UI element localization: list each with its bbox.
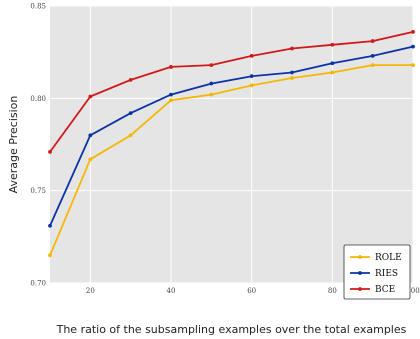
legend-marker bbox=[358, 287, 362, 291]
data-point-role bbox=[88, 157, 93, 162]
data-point-role bbox=[209, 92, 214, 97]
x-tick-label: 40 bbox=[167, 287, 176, 295]
data-point-bce bbox=[88, 94, 93, 99]
y-axis-label: Average Precision bbox=[7, 96, 20, 194]
data-point-role bbox=[411, 63, 415, 67]
y-tick-label: 0.70 bbox=[30, 280, 46, 288]
data-point-ries bbox=[209, 81, 214, 86]
tick-labels: 20 40 60 80 100 0.70 0.75 0.80 0.85 bbox=[30, 3, 419, 296]
data-point-role bbox=[128, 133, 133, 138]
data-point-role bbox=[330, 70, 335, 75]
data-point-ries bbox=[128, 111, 133, 116]
data-point-ries bbox=[330, 61, 335, 66]
data-point-role bbox=[290, 76, 294, 80]
series-lines bbox=[49, 31, 414, 256]
data-point-bce bbox=[411, 29, 415, 34]
x-axis-label: The ratio of the subsampling examples ov… bbox=[56, 323, 407, 336]
y-tick-label: 0.85 bbox=[30, 3, 46, 11]
data-point-bce bbox=[209, 63, 214, 67]
data-point-ries bbox=[411, 44, 415, 49]
legend-label: RIES bbox=[375, 269, 398, 279]
x-tick-label: 60 bbox=[247, 287, 256, 295]
x-tick-label: 80 bbox=[328, 287, 337, 295]
data-point-bce bbox=[290, 46, 294, 51]
data-point-ries bbox=[169, 92, 173, 97]
legend: ROLE RIES BCE bbox=[343, 244, 411, 300]
data-point-bce bbox=[48, 149, 52, 154]
data-point-bce bbox=[330, 42, 335, 47]
legend-marker bbox=[358, 255, 362, 259]
data-point-ries bbox=[249, 74, 254, 79]
data-point-bce bbox=[128, 77, 133, 82]
data-point-bce bbox=[249, 53, 254, 58]
y-tick-label: 0.80 bbox=[30, 95, 46, 103]
data-point-ries bbox=[370, 53, 375, 58]
plot-area bbox=[50, 6, 413, 283]
series-line-bce bbox=[49, 31, 414, 153]
data-point-bce bbox=[370, 39, 375, 43]
x-tick-label: 100 bbox=[406, 287, 419, 295]
legend-label: BCE bbox=[375, 285, 395, 295]
x-tick-label: 20 bbox=[86, 287, 95, 295]
series-points bbox=[48, 29, 415, 258]
series-line-ries bbox=[49, 45, 414, 227]
legend-label: ROLE bbox=[375, 253, 402, 263]
grid bbox=[50, 5, 414, 284]
series-line-role bbox=[49, 64, 413, 256]
data-point-role bbox=[48, 253, 52, 258]
y-tick-label: 0.75 bbox=[30, 187, 46, 195]
data-point-ries bbox=[290, 70, 294, 75]
data-point-role bbox=[249, 83, 254, 88]
data-point-ries bbox=[88, 133, 93, 138]
data-point-bce bbox=[169, 65, 173, 69]
data-point-role bbox=[370, 63, 375, 67]
legend-marker bbox=[358, 271, 362, 275]
data-point-role bbox=[169, 98, 173, 103]
data-point-ries bbox=[48, 223, 52, 228]
